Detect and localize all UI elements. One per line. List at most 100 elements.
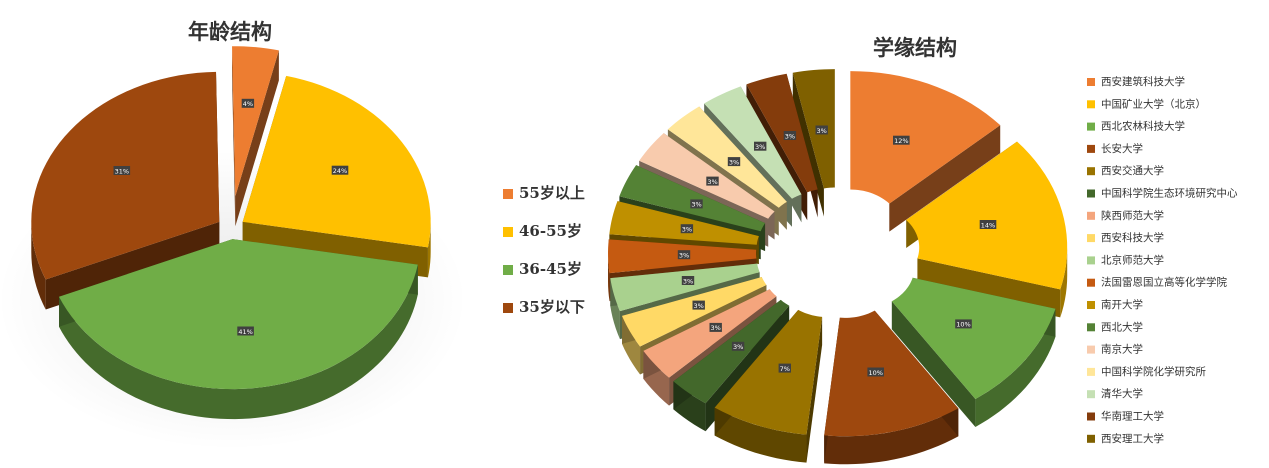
chart2-data-label-5: 3% bbox=[731, 341, 745, 351]
chart2-data-label-bg-16 bbox=[815, 125, 828, 135]
chart2-data-label-bg-10 bbox=[680, 224, 694, 234]
chart2-slice-3-rim bbox=[824, 408, 959, 465]
chart1-data-label-0: 4% bbox=[241, 98, 255, 108]
chart2-legend-item-12: 南京大学 bbox=[1087, 343, 1143, 356]
chart2-data-label-text-1: 14% bbox=[981, 221, 995, 229]
chart2-legend-swatch-11 bbox=[1087, 323, 1095, 332]
chart2-legend-swatch-8 bbox=[1087, 256, 1095, 265]
chart2-legend-label-8: 北京师范大学 bbox=[1101, 253, 1164, 266]
chart2-slice-1-rim bbox=[1060, 247, 1068, 318]
chart2-data-label-text-6: 3% bbox=[711, 324, 721, 332]
chart2-data-label-text-0: 12% bbox=[894, 137, 908, 145]
chart1-slice-1-rim bbox=[427, 221, 431, 278]
chart2-legend-item-7: 西安科技大学 bbox=[1087, 231, 1164, 244]
chart1-title: 年龄结构 bbox=[188, 19, 272, 44]
chart2-slice-0 bbox=[850, 71, 1001, 232]
chart2-slice-4-top bbox=[714, 309, 823, 435]
chart1-data-label-2: 41% bbox=[237, 326, 254, 336]
chart1-slice-2 bbox=[58, 239, 418, 420]
chart2-legend-swatch-10 bbox=[1087, 301, 1095, 309]
chart1-slice-0-top bbox=[232, 46, 279, 197]
chart1-legend: 55岁以上 46-55岁 36-45岁 35岁以下 bbox=[503, 184, 585, 316]
chart2-slice-16-wall-0 bbox=[792, 72, 824, 217]
chart2-data-label-text-11: 3% bbox=[691, 201, 701, 209]
chart2-data-label-text-16: 3% bbox=[817, 127, 827, 135]
chart2-legend-label-10: 南开大学 bbox=[1101, 298, 1143, 311]
chart1-data-label-bg-2 bbox=[237, 326, 254, 336]
chart2-data-labels: 12% 14% 10% 10% 7% 3% 3% 3% 3% 3% 3% 3% 3% 3% 3% 3% 3% bbox=[677, 125, 997, 377]
chart2-slice-14-top bbox=[704, 86, 802, 199]
chart2-legend-swatch-5 bbox=[1087, 189, 1095, 198]
chart2-slice-2-wall-1 bbox=[891, 301, 976, 427]
chart2-data-label-bg-8 bbox=[681, 276, 695, 285]
chart2-legend-item-14: 清华大学 bbox=[1087, 387, 1143, 400]
chart1-data-label-text-3: 31% bbox=[115, 167, 129, 175]
chart2-legend-swatch-6 bbox=[1087, 211, 1095, 220]
chart1-slice-1-top bbox=[242, 75, 431, 248]
chart2-data-label-14: 3% bbox=[754, 141, 767, 151]
chart1-legend-item-2: 36-45岁 bbox=[503, 260, 582, 278]
chart1-data-label-text-0: 4% bbox=[243, 100, 253, 108]
chart2-data-label-bg-2 bbox=[955, 319, 972, 329]
chart2-slice-4 bbox=[714, 309, 823, 463]
chart1-legend-label-1: 46-55岁 bbox=[519, 222, 582, 240]
chart2-legend-item-9: 法国雷恩国立高等化学学院 bbox=[1087, 276, 1227, 289]
chart2-legend-item-16: 西安理工大学 bbox=[1087, 432, 1164, 445]
chart1-slice-0 bbox=[232, 46, 279, 227]
chart2-legend-swatch-2 bbox=[1087, 122, 1095, 131]
chart2-data-label-text-4: 7% bbox=[780, 365, 790, 373]
chart2-data-label-text-3: 10% bbox=[868, 369, 882, 377]
chart2-legend-label-1: 中国矿业大学（北京） bbox=[1101, 97, 1206, 110]
chart2-slice-7-top bbox=[622, 276, 767, 347]
chart1-legend-swatch-0 bbox=[503, 189, 513, 199]
chart2-legend-item-2: 西北农林科技大学 bbox=[1087, 120, 1185, 133]
chart2-legend-item-0: 西安建筑科技大学 bbox=[1087, 75, 1185, 88]
chart2-slice-15-top bbox=[746, 73, 818, 193]
chart2-data-label-4: 7% bbox=[778, 363, 791, 373]
chart2-legend-swatch-4 bbox=[1087, 167, 1095, 176]
chart2-data-label-bg-6 bbox=[709, 322, 722, 332]
chart2-legend-item-10: 南开大学 bbox=[1087, 298, 1143, 311]
chart1-data-label-3: 31% bbox=[113, 166, 131, 175]
chart2-slice-0-top bbox=[850, 71, 1001, 204]
chart2-legend-label-14: 清华大学 bbox=[1101, 387, 1143, 400]
chart2-legend-swatch-0 bbox=[1087, 78, 1095, 86]
chart2-slices bbox=[608, 69, 1068, 465]
chart2-slice-3-top bbox=[824, 310, 959, 437]
chart2-legend-item-13: 中国科学院化学研究所 bbox=[1087, 365, 1206, 378]
chart2-data-label-text-13: 3% bbox=[729, 158, 739, 166]
chart2-data-label-bg-12 bbox=[706, 176, 719, 186]
chart1-slice-0-wall-0 bbox=[232, 46, 236, 227]
chart2-data-label-7: 3% bbox=[692, 300, 705, 310]
chart2-legend-swatch-16 bbox=[1087, 434, 1095, 443]
chart2-legend-swatch-9 bbox=[1087, 278, 1095, 287]
chart2-data-label-9: 3% bbox=[677, 250, 691, 260]
chart2-slice-2-top bbox=[891, 277, 1056, 399]
chart2-legend-item-5: 中国科学院生态环境研究中心 bbox=[1087, 187, 1238, 200]
age-structure-chart: 年龄结构 4% 24% 41% 31% 55岁以上 46-55岁 36-45岁 35岁以下 bbox=[0, 19, 585, 450]
chart2-legend-swatch-3 bbox=[1087, 144, 1095, 153]
chart2-data-label-bg-13 bbox=[727, 157, 741, 167]
chart2-legend-swatch-1 bbox=[1087, 100, 1095, 109]
chart2-slice-16 bbox=[792, 69, 835, 217]
chart2-data-label-bg-14 bbox=[754, 141, 767, 151]
chart1-legend-label-2: 36-45岁 bbox=[519, 260, 582, 278]
chart2-data-label-bg-3 bbox=[867, 367, 884, 377]
chart1-data-label-1: 24% bbox=[331, 165, 349, 175]
chart2-data-label-11: 3% bbox=[690, 199, 703, 209]
chart1-slice-2-top bbox=[59, 239, 418, 390]
chart2-slice-2-rim bbox=[975, 308, 1056, 427]
chart2-data-label-text-15: 3% bbox=[785, 132, 795, 140]
chart2-legend-label-0: 西安建筑科技大学 bbox=[1101, 75, 1185, 88]
chart2-data-label-bg-1 bbox=[979, 220, 997, 229]
chart2-legend-label-3: 长安大学 bbox=[1101, 142, 1143, 155]
chart2-slice-10-top bbox=[609, 201, 759, 245]
chart2-legend-swatch-12 bbox=[1087, 345, 1095, 354]
chart2-slice-13-top bbox=[667, 106, 787, 208]
chart2-data-label-12: 3% bbox=[706, 176, 719, 186]
chart1-slice-3-rim bbox=[31, 221, 46, 310]
chart1-data-label-text-1: 24% bbox=[333, 167, 347, 175]
chart2-legend-label-12: 南京大学 bbox=[1101, 343, 1143, 356]
